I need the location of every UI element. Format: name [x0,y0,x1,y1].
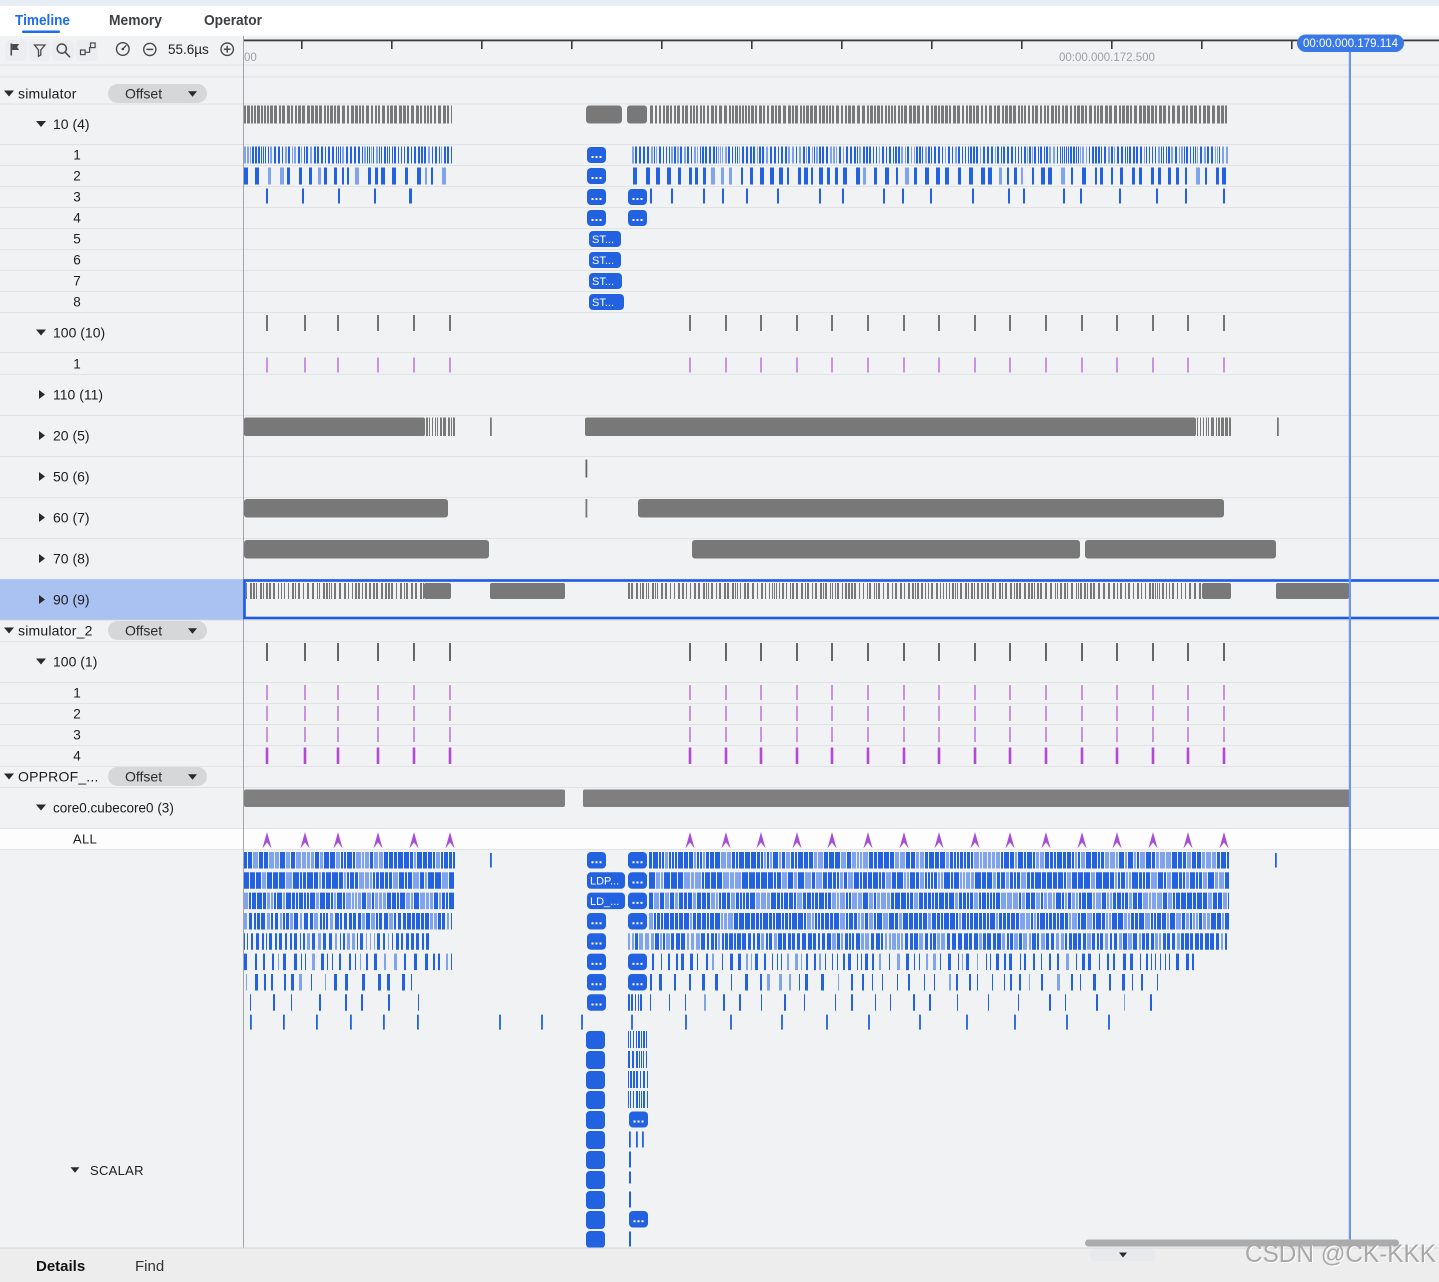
svg-text:ST...: ST... [592,234,614,246]
svg-text:core0.cubecore0 (3): core0.cubecore0 (3) [53,801,174,816]
svg-text:1: 1 [73,686,81,701]
svg-text:3: 3 [73,728,81,743]
svg-text:50 (6): 50 (6) [53,469,90,485]
svg-text:CSDN @CK-KKK: CSDN @CK-KKK [1246,1241,1437,1269]
svg-text:OPPROF_...: OPPROF_... [18,769,99,785]
svg-text:00:00.000.179.114: 00:00.000.179.114 [1303,38,1399,50]
svg-text:simulator: simulator [18,86,77,102]
svg-text:2: 2 [73,169,81,184]
svg-text:5: 5 [73,232,81,247]
svg-text:7: 7 [73,274,81,289]
svg-text:Offset: Offset [125,623,162,639]
svg-text:ALL: ALL [73,832,97,847]
svg-text:CSDN @CK-KKK: CSDN @CK-KKK [1245,1240,1436,1268]
svg-text:Timeline: Timeline [15,12,70,29]
svg-text:ST...: ST... [592,297,614,309]
svg-text:6: 6 [73,253,81,268]
svg-text:20 (5): 20 (5) [53,428,90,444]
svg-text:Memory: Memory [109,12,163,29]
svg-text:00:00.000.172.500: 00:00.000.172.500 [1059,52,1155,64]
svg-text:Offset: Offset [125,769,162,785]
svg-text:Offset: Offset [125,86,162,102]
svg-text:2: 2 [73,707,81,722]
svg-text:8: 8 [73,295,81,310]
svg-text:55.6µs: 55.6µs [168,42,209,57]
svg-text:1: 1 [73,148,81,163]
svg-text:110 (11): 110 (11) [53,387,103,403]
svg-text:90 (9): 90 (9) [53,592,90,608]
svg-text:Find: Find [135,1258,164,1275]
svg-text:4: 4 [73,749,81,764]
svg-text:ST...: ST... [592,276,614,288]
svg-text:100 (10): 100 (10) [53,325,105,341]
svg-text:LDP...: LDP... [590,876,619,888]
svg-text:simulator_2: simulator_2 [18,623,93,639]
svg-text:3: 3 [73,190,81,205]
svg-text:ST...: ST... [592,255,614,267]
svg-text:4: 4 [73,211,81,226]
svg-text:10 (4): 10 (4) [53,116,90,132]
svg-text:60 (7): 60 (7) [53,510,90,526]
svg-text:LD_...: LD_... [590,896,619,908]
svg-text:Operator: Operator [204,12,262,29]
svg-text:SCALAR: SCALAR [90,1163,144,1178]
svg-text:00: 00 [244,52,257,64]
svg-text:Details: Details [36,1258,85,1275]
svg-text:1: 1 [73,357,81,372]
svg-text:70 (8): 70 (8) [53,551,90,567]
svg-text:100 (1): 100 (1) [53,654,97,670]
